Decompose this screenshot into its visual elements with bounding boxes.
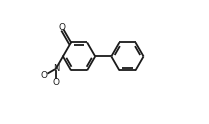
Text: O: O [41,71,48,80]
Text: O: O [52,78,59,87]
Text: N: N [53,64,59,73]
Text: O: O [59,23,66,32]
